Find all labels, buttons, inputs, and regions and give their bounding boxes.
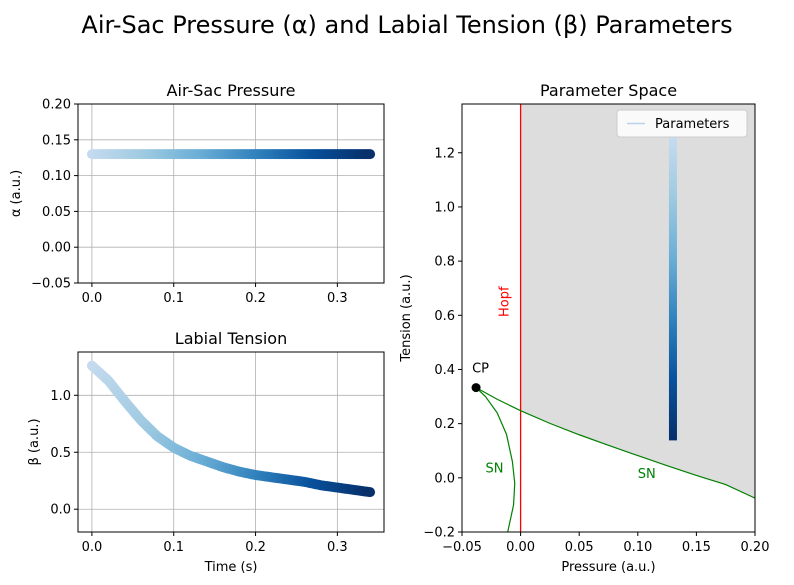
y-tick-label: 1.0 (434, 200, 455, 215)
x-tick-label: 0.2 (245, 540, 266, 555)
y-tick-label: 1.2 (434, 146, 455, 161)
x-tick-label: 0.05 (565, 540, 594, 555)
y-tick-label: 0.05 (42, 205, 71, 220)
cusp-point (471, 383, 481, 393)
parameter-space-axes: −0.05 0.00 0.05 0.10 0.15 0.20 −0.2 0.0 0.2 0.4 0.… (399, 81, 769, 575)
x-tick-label: 0.0 (82, 291, 103, 306)
y-axis-label: α (a.u.) (9, 170, 24, 217)
x-tick-label: 0.15 (682, 540, 711, 555)
y-tick-label: 0.15 (42, 133, 71, 148)
legend: Parameters (616, 109, 748, 138)
y-tick-label: 0.00 (42, 241, 71, 256)
y-axis-label: Tension (a.u.) (399, 274, 414, 362)
alpha-point (365, 149, 376, 160)
y-tick-label: −0.05 (31, 277, 71, 292)
x-tick-label: 0.1 (163, 540, 184, 555)
x-tick-label: 0.0 (82, 540, 103, 555)
x-axis-label: Pressure (a.u.) (561, 560, 655, 575)
hopf-label: Hopf (498, 286, 513, 317)
x-tick-label: 0.3 (327, 540, 348, 555)
legend-entry-parameters: Parameters (655, 117, 730, 132)
figure-title: Air-Sac Pressure (α) and Labial Tension … (81, 11, 732, 39)
x-tick-label: 0.20 (741, 540, 770, 555)
x-axis-label: Time (s) (204, 560, 258, 575)
sn-lower-label: SN (485, 461, 503, 476)
axes-title: Air-Sac Pressure (167, 81, 296, 100)
y-tick-label: 0.0 (434, 471, 455, 486)
axes-frame (77, 103, 385, 284)
air-sac-pressure-axes: 0.0 0.1 0.2 0.3 −0.05 0.00 0.05 0.10 0.15 0.20 Air… (9, 81, 385, 306)
x-tick-label: 0.3 (327, 291, 348, 306)
y-tick-label: 0.6 (434, 309, 455, 324)
y-tick-label: 1.0 (50, 389, 71, 404)
ax2-grid (78, 352, 384, 532)
axes-title: Labial Tension (175, 329, 287, 348)
beta-point (365, 487, 376, 498)
ax1-grid (78, 103, 384, 284)
x-tick-label: 0.1 (163, 291, 184, 306)
y-axis-label: β (a.u.) (27, 418, 42, 465)
y-tick-label: −0.2 (423, 526, 455, 541)
oscillation-region (520, 104, 755, 499)
y-tick-label: 0.8 (434, 255, 455, 270)
y-tick-label: 0.20 (42, 98, 71, 113)
x-tick-label: 0.10 (623, 540, 652, 555)
y-tick-label: 0.10 (42, 169, 71, 184)
axes-frame (461, 103, 756, 533)
sn-lower-curve (475, 387, 516, 532)
legend-box (616, 109, 748, 138)
x-tick-label: 0.00 (506, 540, 535, 555)
x-tick-label: −0.05 (442, 540, 482, 555)
y-tick-label: 0.2 (434, 417, 455, 432)
y-tick-label: 0.0 (50, 503, 71, 518)
ax1-plot-area (86, 149, 376, 160)
x-tick-label: 0.2 (245, 291, 266, 306)
axes-frame (77, 351, 385, 533)
ax3-plot-area (471, 104, 755, 532)
alpha-series (86, 149, 376, 160)
y-tick-label: 0.5 (50, 446, 71, 461)
y-tick-label: 0.4 (434, 363, 455, 378)
cusp-point-label: CP (472, 362, 489, 377)
sn-upper-curve (475, 387, 755, 499)
sn-upper-label: SN (638, 467, 656, 482)
beta-series (86, 360, 376, 498)
labial-tension-axes: 0.0 0.1 0.2 0.3 0.0 0.5 1.0 Labial Tension Time … (27, 329, 385, 575)
ax2-plot-area (86, 360, 376, 498)
axes-title: Parameter Space (540, 81, 677, 100)
